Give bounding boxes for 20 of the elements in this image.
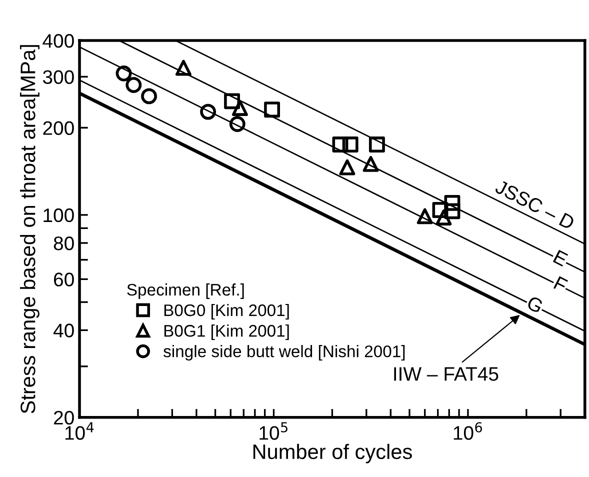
x-tick-label: 10$^{5}$ <box>260 422 288 440</box>
legend-label: B0G0 [Kim 2001] <box>164 304 289 320</box>
y-tick-label: 400 <box>42 34 74 48</box>
annotation: JSSC – D <box>494 179 576 230</box>
annotation: E <box>552 250 568 267</box>
x-tick-label: 10$^{6}$ <box>454 422 482 440</box>
legend-label: single side butt weld [Nishi 2001] <box>164 345 405 361</box>
annotation: F <box>553 276 568 292</box>
legend-title: Specimen [Ref.] <box>127 283 244 299</box>
legend-label: B0G1 [Kim 2001] <box>164 324 289 340</box>
annotation: G <box>526 295 544 314</box>
y-tick-label: 40 <box>53 324 74 338</box>
y-tick-label: 300 <box>42 70 74 84</box>
y-tick-label: 200 <box>43 121 74 135</box>
y-tick-label: 100 <box>44 208 74 222</box>
annotation: IIW – FAT45 <box>394 367 498 381</box>
y-axis-title: Stress range based on throat area[MPa] <box>20 45 40 414</box>
y-tick-label: 80 <box>54 236 74 250</box>
y-tick-label: 60 <box>54 272 74 286</box>
x-axis-title: Number of cycles <box>253 444 412 464</box>
